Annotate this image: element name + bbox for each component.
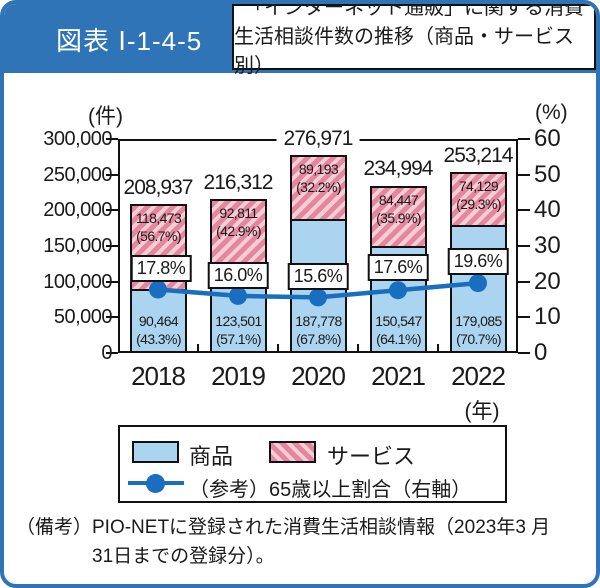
right-axis-unit: (%) <box>535 101 568 124</box>
bar-2021-product-label: 150,547 (64.1%) <box>375 312 422 347</box>
right-tick <box>518 316 530 318</box>
x-label-2022: 2022 <box>451 361 506 391</box>
bar-2021-service-segment: 84,447 (35.9%) <box>372 188 425 248</box>
legend-service-label: サービス <box>327 444 416 469</box>
x-axis-tick <box>197 344 199 353</box>
right-tick <box>518 352 530 354</box>
x-axis-unit: (年) <box>464 400 500 423</box>
left-axis-unit: (件) <box>88 105 123 128</box>
bar-2020: 89,193 (32.2%) 187,778 (67.8%) <box>290 155 347 353</box>
right-tick <box>518 281 530 283</box>
right-tick-label: 50 <box>534 161 561 188</box>
right-tick <box>518 209 530 211</box>
bar-2022-product-label: 179,085 (70.7%) <box>455 312 502 347</box>
chart-title-box: 「インターネット通販」に関する消費 生活相談件数の推移（商品・サービス別） <box>232 4 596 77</box>
footnote-text: PIO-NETに登録された消費生活相談情報（2023年3 月 31日までの登録分… <box>92 514 550 571</box>
right-tick <box>518 138 530 140</box>
legend-service-swatch <box>269 441 316 463</box>
total-label-2022: 253,214 <box>443 144 514 167</box>
bar-2019-service-label: 92,811 (42.9%) <box>216 205 261 240</box>
total-label-2019: 216,312 <box>203 171 274 194</box>
left-tick-label: 0 <box>101 342 112 364</box>
ratio-box-2020: 15.6% <box>287 263 349 290</box>
bar-2022-service-label: 74,129 (29.3%) <box>456 178 501 213</box>
left-tick <box>106 138 118 140</box>
legend-line-dot <box>146 474 165 493</box>
legend-box: 商品 サービス （参考）65歳以上割合（右軸） <box>118 425 507 503</box>
footnote: （備考） PIO-NETに登録された消費生活相談情報（2023年3 月 31日ま… <box>16 514 550 571</box>
x-label-2020: 2020 <box>291 361 346 391</box>
bar-2020-service-label: 89,193 (32.2%) <box>296 161 341 196</box>
x-axis-tick <box>357 344 359 353</box>
bar-2021-service-label: 84,447 (35.9%) <box>376 192 421 227</box>
total-label-2018: 208,937 <box>123 176 194 199</box>
left-tick <box>106 245 118 247</box>
right-tick-label: 10 <box>534 303 561 330</box>
left-tick <box>106 352 118 354</box>
bar-2018-product-segment: 90,464 (43.3%) <box>132 291 185 351</box>
right-tick-label: 0 <box>534 339 548 366</box>
right-tick-label: 40 <box>534 196 561 223</box>
left-tick <box>106 316 118 318</box>
x-axis-tick <box>437 344 439 353</box>
total-label-2020: 276,971 <box>276 127 360 151</box>
footnote-line2: 31日までの登録分）。 <box>92 545 275 567</box>
x-axis-tick <box>277 344 279 353</box>
left-tick-label: 200,000 <box>43 199 112 221</box>
legend-product-swatch <box>132 441 179 463</box>
footnote-line1: PIO-NETに登録された消費生活相談情報（2023年3 月 <box>92 517 551 538</box>
chart-title-line1: 「インターネット通販」に関する消費 <box>244 0 584 19</box>
total-label-2021: 234,994 <box>363 157 434 180</box>
x-label-2018: 2018 <box>131 361 186 391</box>
right-tick-label: 30 <box>534 232 561 259</box>
bar-2019-product-label: 123,501 (57.1%) <box>215 312 262 347</box>
left-tick <box>106 281 118 283</box>
figure-number-label: 図表 Ⅰ-1-4-5 <box>56 26 203 56</box>
ratio-box-2018: 17.8% <box>130 255 192 282</box>
right-tick <box>518 174 530 176</box>
x-label-2019: 2019 <box>211 361 266 391</box>
left-tick-label: 150,000 <box>43 235 112 257</box>
ratio-box-2022: 19.6% <box>447 248 509 275</box>
ratio-box-2019: 16.0% <box>207 262 269 289</box>
left-tick-label: 250,000 <box>43 164 112 186</box>
x-label-2021: 2021 <box>371 361 426 391</box>
chart-title-line2: 生活相談件数の推移（商品・サービス別） <box>234 25 574 77</box>
bar-2022-service-segment: 74,129 (29.3%) <box>452 174 505 227</box>
legend-line-label: （参考）65歳以上割合（右軸） <box>189 479 472 501</box>
left-tick-label: 100,000 <box>43 271 112 293</box>
left-tick-label: 300,000 <box>43 128 112 150</box>
left-tick <box>106 174 118 176</box>
bar-2020-product-label: 187,778 (67.8%) <box>295 312 342 347</box>
right-tick-label: 20 <box>534 268 561 295</box>
ratio-box-2021: 17.6% <box>367 254 429 281</box>
left-tick-label: 50,000 <box>53 306 113 328</box>
bar-2018-product-label: 90,464 (43.3%) <box>136 312 181 347</box>
bar-2020-service-segment: 89,193 (32.2%) <box>292 157 345 221</box>
legend-product-label: 商品 <box>189 444 234 469</box>
bar-2019-service-segment: 92,811 (42.9%) <box>212 201 265 267</box>
footnote-label: （備考） <box>16 517 93 538</box>
left-tick <box>106 209 118 211</box>
right-tick-label: 60 <box>534 125 561 152</box>
bar-2022-product-segment: 179,085 (70.7%) <box>452 227 505 351</box>
bar-2018-service-label: 118,473 (56.7%) <box>135 210 182 245</box>
right-tick <box>518 245 530 247</box>
